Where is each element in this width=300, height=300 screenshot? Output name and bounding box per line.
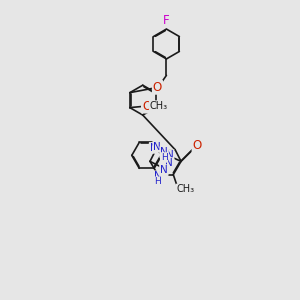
Text: F: F xyxy=(163,14,170,27)
Text: N: N xyxy=(160,147,168,157)
Text: H: H xyxy=(161,153,167,162)
Text: N: N xyxy=(154,171,162,181)
Text: N: N xyxy=(153,142,161,152)
Text: CH₃: CH₃ xyxy=(150,101,168,111)
Text: N: N xyxy=(165,158,172,168)
Text: O: O xyxy=(193,139,202,152)
Text: H: H xyxy=(154,177,161,186)
Text: N: N xyxy=(160,165,168,175)
Text: O: O xyxy=(142,100,151,112)
Text: CH₃: CH₃ xyxy=(176,184,194,194)
Text: O: O xyxy=(153,81,162,94)
Text: N: N xyxy=(150,143,158,153)
Text: N: N xyxy=(166,150,174,160)
